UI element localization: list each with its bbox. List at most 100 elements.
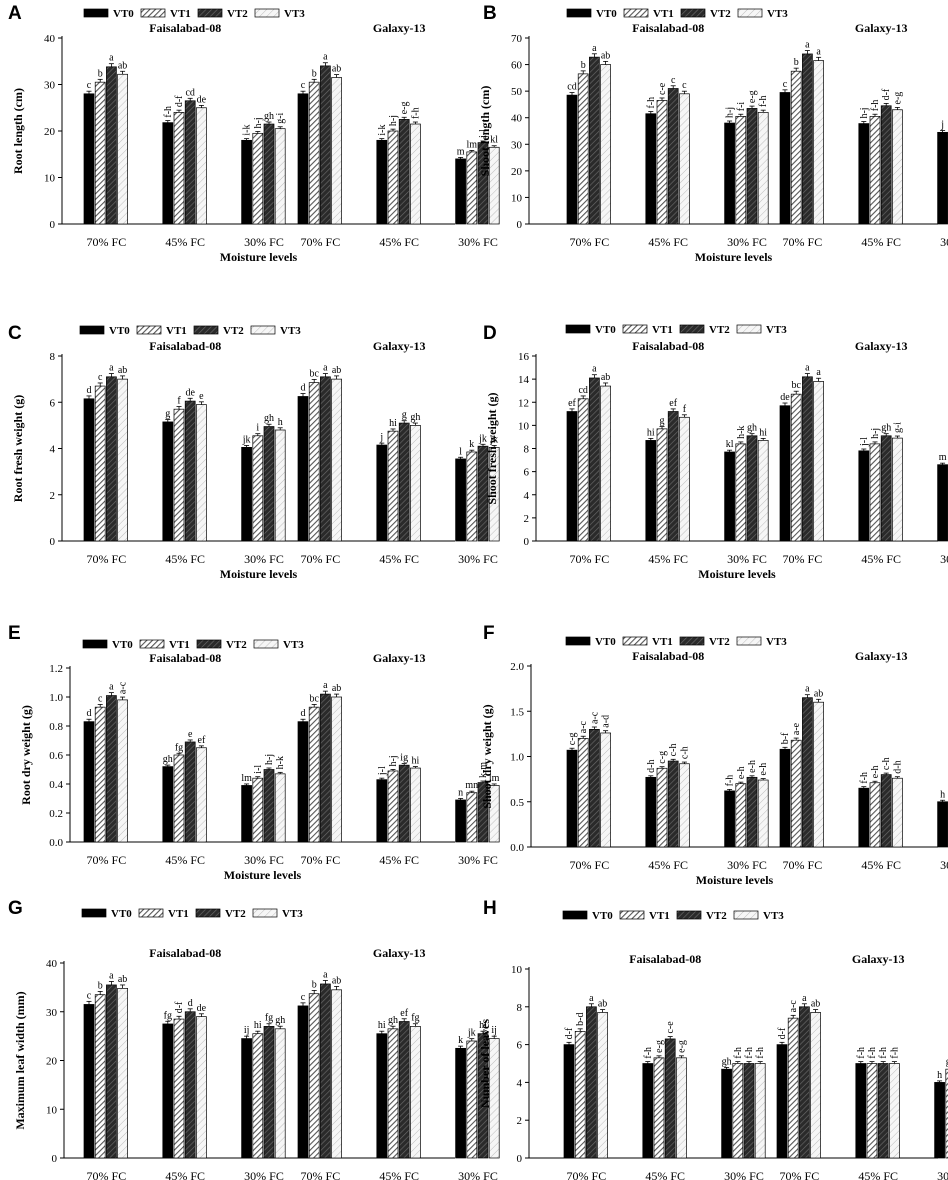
significance-letter: c-h — [668, 744, 679, 757]
significance-letter: ab — [118, 60, 127, 71]
bar-vt3-1-1 — [892, 777, 903, 848]
significance-letter: a-c — [578, 720, 589, 733]
significance-letter: a — [109, 682, 114, 693]
bar-vt0-0-0 — [563, 1044, 575, 1159]
significance-letter: fg — [411, 1013, 419, 1024]
legend-label-vt2: VT2 — [226, 639, 247, 651]
significance-letter: b-d — [575, 1012, 586, 1025]
significance-letter: a — [592, 364, 597, 375]
y-tick-label: 10 — [46, 1104, 58, 1116]
bar-vt3-0-2 — [274, 429, 286, 542]
legend: VT0 VT1 VT2 VT3 — [566, 8, 788, 20]
significance-letter: ab — [814, 688, 823, 699]
bar-vt3-0-1 — [196, 747, 207, 843]
bar-vt3-0-0 — [600, 385, 611, 542]
legend-swatch-vt0 — [83, 8, 109, 18]
y-axis-label: Shoot dry weight (g) — [480, 704, 494, 808]
bar-vt2-1-1 — [880, 774, 892, 848]
bar-vt1-0-1 — [656, 428, 668, 542]
significance-letter: f-h — [889, 1047, 900, 1059]
legend: VT0 VT1 VT2 VT3 — [562, 910, 784, 922]
chart-panel-e: E VT0 VT1 VT2 VT3 0.0 0.2 0.4 0.6 0.8 1.0 1.2 Root d… — [8, 623, 500, 882]
x-category-label: 70% FC — [567, 1169, 607, 1180]
significance-letter: ab — [332, 365, 341, 376]
bar-vt0-1-0 — [297, 1005, 309, 1159]
bar-vt0-0-0 — [83, 1004, 95, 1159]
bar-vt1-1-2 — [466, 792, 478, 843]
significance-letter: f-h — [725, 775, 736, 787]
significance-letter: f-h — [643, 1047, 654, 1059]
bar-vt0-0-1 — [162, 421, 174, 542]
legend-swatch-vt3 — [252, 908, 278, 918]
legend: VT0 VT1 VT2 VT3 — [83, 8, 305, 20]
bar-vt3-1-0 — [810, 1012, 821, 1159]
y-tick-label: 6 — [524, 467, 530, 479]
significance-letter: a — [592, 43, 597, 54]
significance-letter: f — [683, 404, 687, 415]
bar-vt3-1-0 — [331, 696, 342, 843]
significance-letter: c — [87, 990, 92, 1001]
y-tick-label: 2.0 — [510, 661, 524, 673]
bar-vt2-1-0 — [320, 376, 331, 542]
bar-vt2-0-1 — [184, 741, 196, 843]
significance-letter: ab — [598, 999, 607, 1010]
significance-letter: ab — [332, 64, 341, 75]
y-tick-label: 8 — [50, 351, 56, 363]
bar-vt0-1-2 — [937, 801, 948, 848]
bar-vt3-1-1 — [410, 767, 421, 843]
bar-vt3-0-0 — [600, 732, 611, 848]
bar-vt1-0-1 — [173, 408, 185, 542]
panel-letter: G — [8, 898, 23, 919]
bar-vt2-1-0 — [320, 693, 331, 843]
significance-letter: c — [671, 75, 676, 86]
y-tick-label: 6 — [517, 1040, 523, 1052]
y-tick-label: 0.6 — [49, 750, 63, 762]
significance-letter: k — [469, 439, 474, 450]
significance-letter: de — [185, 387, 195, 398]
y-tick-label: 4 — [517, 1077, 523, 1089]
y-tick-label: 2 — [517, 1115, 523, 1127]
bar-vt0-0-0 — [83, 93, 95, 225]
significance-letter: bc — [309, 368, 319, 379]
group-title: Galaxy-13 — [373, 651, 426, 665]
significance-letter: bc — [791, 380, 801, 391]
y-tick-label: 16 — [518, 351, 530, 363]
significance-letter: f-h — [163, 106, 174, 118]
x-category-label: 45% FC — [858, 1169, 898, 1180]
significance-letter: hi — [412, 756, 420, 767]
legend-swatch-vt1 — [138, 908, 164, 918]
legend: VT0 VT1 VT2 VT3 — [81, 908, 303, 920]
bar-vt1-1-0 — [308, 382, 320, 542]
bar-vt1-0-0 — [577, 73, 589, 225]
significance-letter: jk — [489, 434, 498, 445]
significance-letter: cd — [567, 82, 576, 93]
x-category-label: 70% FC — [301, 235, 341, 249]
significance-letter: i — [256, 423, 259, 434]
bar-vt0-0-1 — [642, 1063, 654, 1159]
legend-swatch-vt0 — [562, 910, 588, 920]
y-tick-label: 70 — [511, 33, 523, 45]
panel-letter: D — [483, 323, 497, 344]
significance-letter: hi — [389, 418, 397, 429]
legend-label-vt1: VT1 — [649, 910, 670, 922]
legend-swatch-vt3 — [253, 639, 279, 649]
significance-letter: f — [177, 396, 181, 407]
significance-letter: jk — [242, 434, 251, 445]
significance-letter: d — [87, 708, 92, 719]
chart-panel-g: G VT0 VT1 VT2 VT3 0 10 20 30 40 Maximum leaf width… — [8, 898, 500, 1180]
bar-vt3-0-2 — [274, 1028, 286, 1159]
legend-swatch-vt2 — [679, 324, 705, 334]
bar-vt3-1-0 — [813, 381, 824, 542]
significance-letter: ab — [332, 975, 341, 986]
legend-swatch-vt0 — [81, 908, 107, 918]
significance-letter: ab — [118, 974, 127, 985]
bar-vt3-0-0 — [117, 73, 128, 225]
legend-swatch-vt0 — [565, 324, 591, 334]
bar-vt1-0-0 — [94, 81, 106, 225]
legend-label-vt0: VT0 — [113, 8, 134, 20]
legend-swatch-vt3 — [736, 324, 762, 334]
group-title: Faisalabad-08 — [632, 649, 704, 663]
bar-vt0-0-2 — [241, 1038, 252, 1159]
significance-letter: b — [581, 60, 586, 71]
x-category-label: 45% FC — [861, 552, 901, 566]
